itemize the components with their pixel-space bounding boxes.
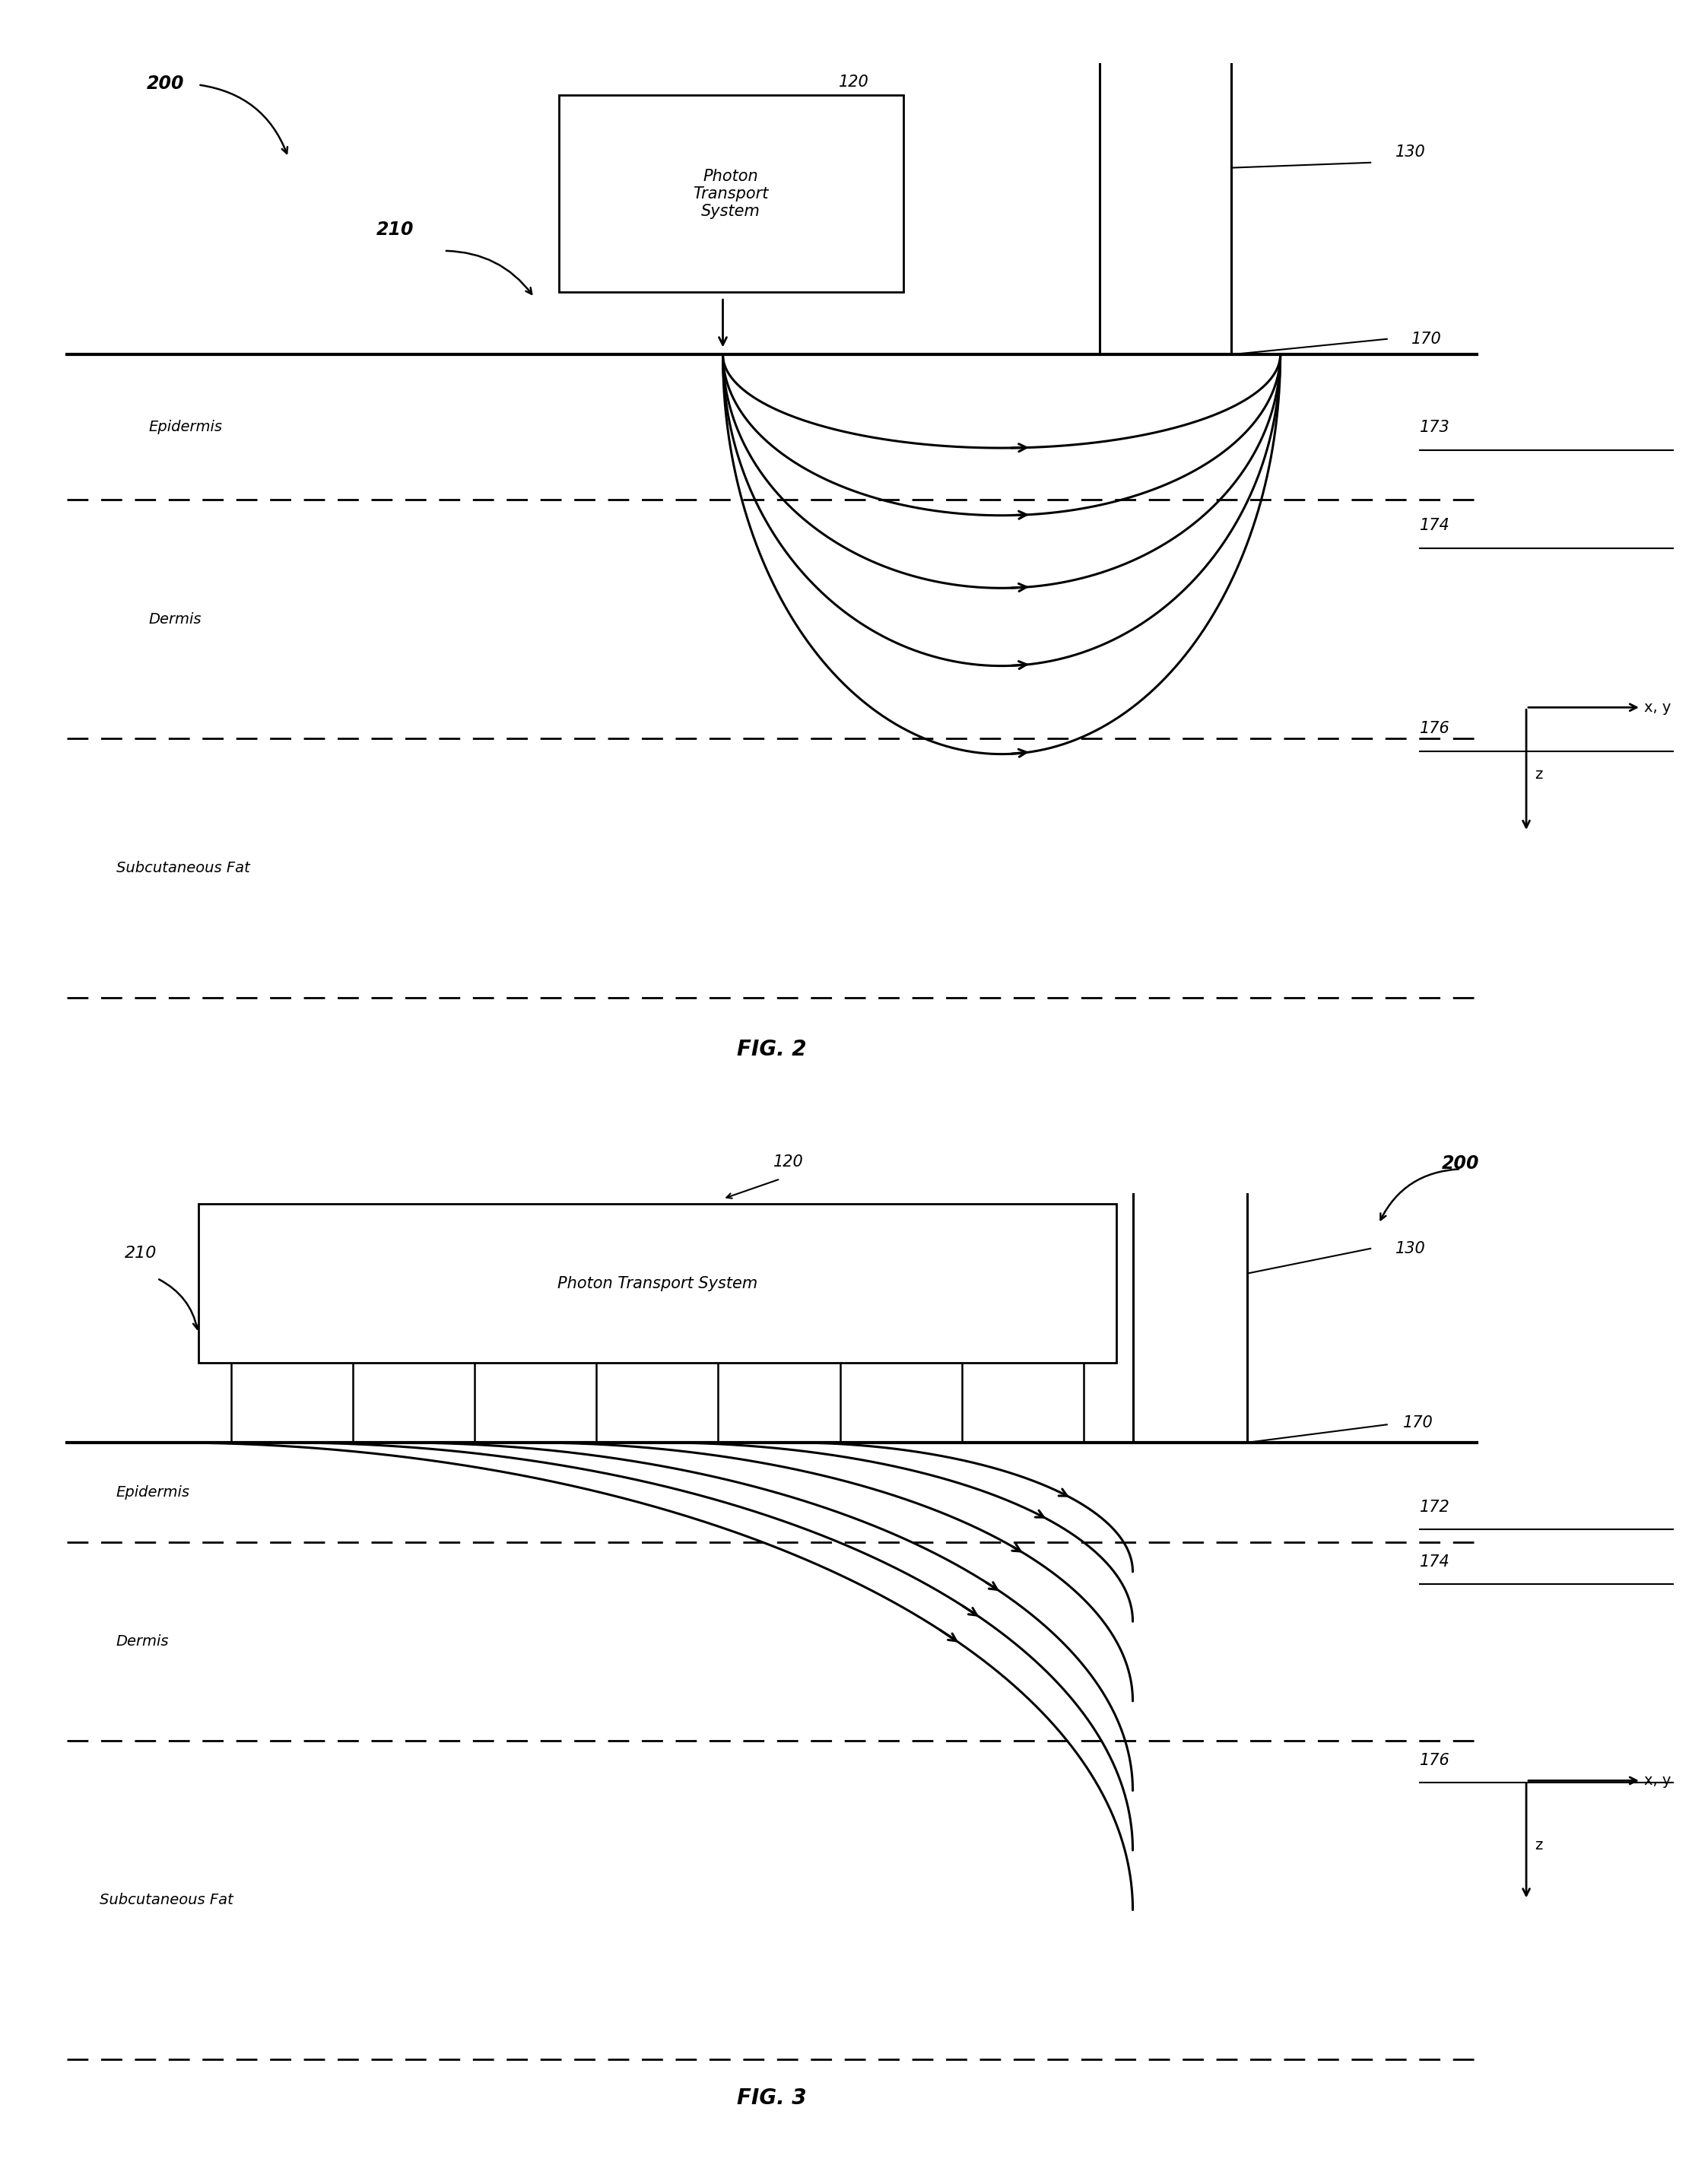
Text: 130: 130 [1395, 1241, 1424, 1256]
Text: z: z [1534, 1838, 1542, 1853]
Text: Dermis: Dermis [116, 1634, 169, 1650]
Text: 130: 130 [1395, 145, 1424, 160]
Text: x, y: x, y [1645, 1773, 1670, 1788]
Text: Photon Transport System: Photon Transport System [557, 1276, 757, 1291]
Text: 176: 176 [1419, 1753, 1450, 1769]
Text: Subcutaneous Fat: Subcutaneous Fat [99, 1892, 234, 1907]
Text: 210: 210 [125, 1245, 157, 1260]
FancyBboxPatch shape [198, 1204, 1117, 1362]
Text: 170: 170 [1404, 1414, 1433, 1431]
Text: 200: 200 [1442, 1155, 1479, 1172]
Text: FIG. 2: FIG. 2 [738, 1040, 806, 1059]
Text: 120: 120 [774, 1155, 803, 1170]
Text: Photon
Transport
System: Photon Transport System [693, 169, 769, 218]
Text: 173: 173 [1419, 419, 1450, 435]
Text: Dermis: Dermis [149, 612, 202, 627]
Text: Epidermis: Epidermis [116, 1485, 190, 1500]
Text: x, y: x, y [1645, 700, 1670, 716]
Text: Subcutaneous Fat: Subcutaneous Fat [116, 860, 249, 876]
Text: FIG. 3: FIG. 3 [738, 2088, 806, 2108]
Text: 174: 174 [1419, 519, 1450, 534]
Text: 120: 120 [839, 74, 869, 89]
Text: 176: 176 [1419, 720, 1450, 735]
Text: 210: 210 [376, 221, 413, 240]
Text: 174: 174 [1419, 1554, 1450, 1570]
Text: 200: 200 [147, 74, 184, 93]
Text: z: z [1534, 768, 1542, 783]
Text: 172: 172 [1419, 1500, 1450, 1516]
FancyBboxPatch shape [559, 95, 904, 292]
Text: Epidermis: Epidermis [149, 419, 222, 435]
Text: 170: 170 [1411, 331, 1442, 346]
